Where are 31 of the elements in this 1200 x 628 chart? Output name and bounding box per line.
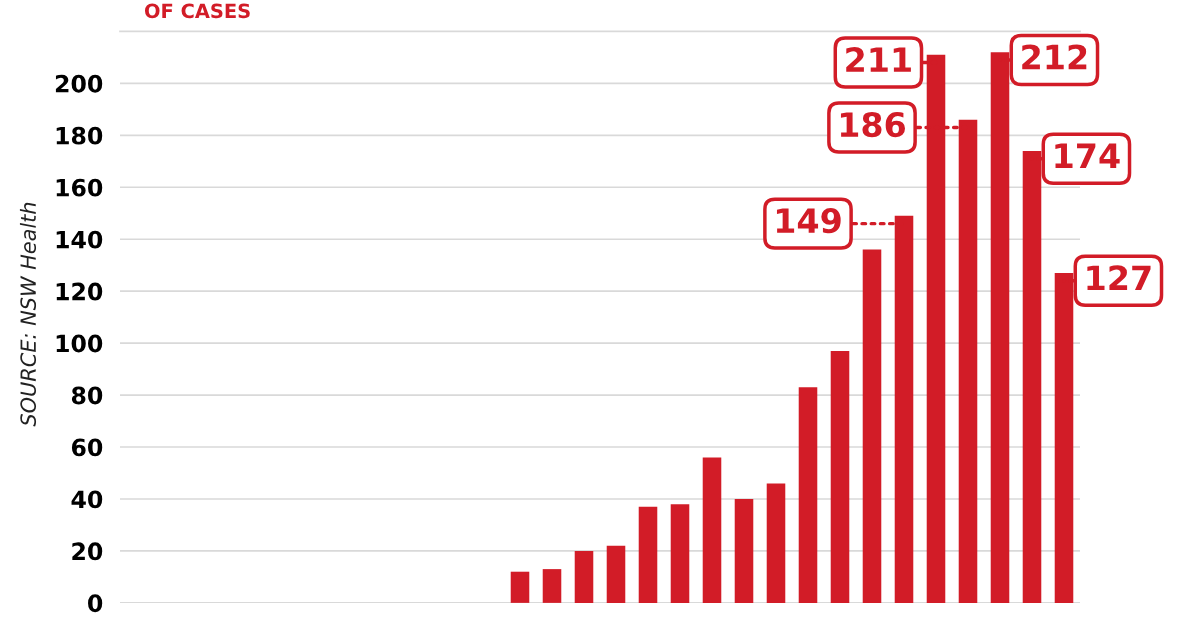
y-tick-label: 0 [88,594,103,613]
bar [862,249,882,603]
bar [670,504,690,603]
data-label: 211 [846,47,911,72]
source-note: SOURCE: NSW Health [19,202,37,427]
chart-title: OF CASES [144,3,250,19]
bar [830,350,850,603]
y-tick-label: 140 [56,230,103,249]
bar [702,457,722,603]
data-label: 127 [1087,265,1151,290]
y-tick-label: 180 [56,126,103,145]
y-tick-label: 80 [71,386,103,405]
bar [734,498,754,603]
bar [638,506,658,603]
data-label: 174 [1055,143,1120,168]
bar [766,483,786,603]
y-tick-label: 20 [72,542,103,561]
bar [510,571,530,603]
y-tick-label: 40 [71,490,103,509]
bar [606,545,626,603]
data-label: 149 [776,208,841,234]
bar [798,387,818,603]
y-tick-label: 200 [55,74,103,93]
data-label: 212 [1022,44,1087,70]
bar [574,550,594,603]
y-tick-label: 120 [56,282,103,301]
data-label: 186 [840,111,905,138]
y-tick-label: 60 [71,438,103,457]
y-tick-label: 100 [56,334,103,353]
y-tick-label: 160 [56,178,103,197]
bar [542,569,562,603]
